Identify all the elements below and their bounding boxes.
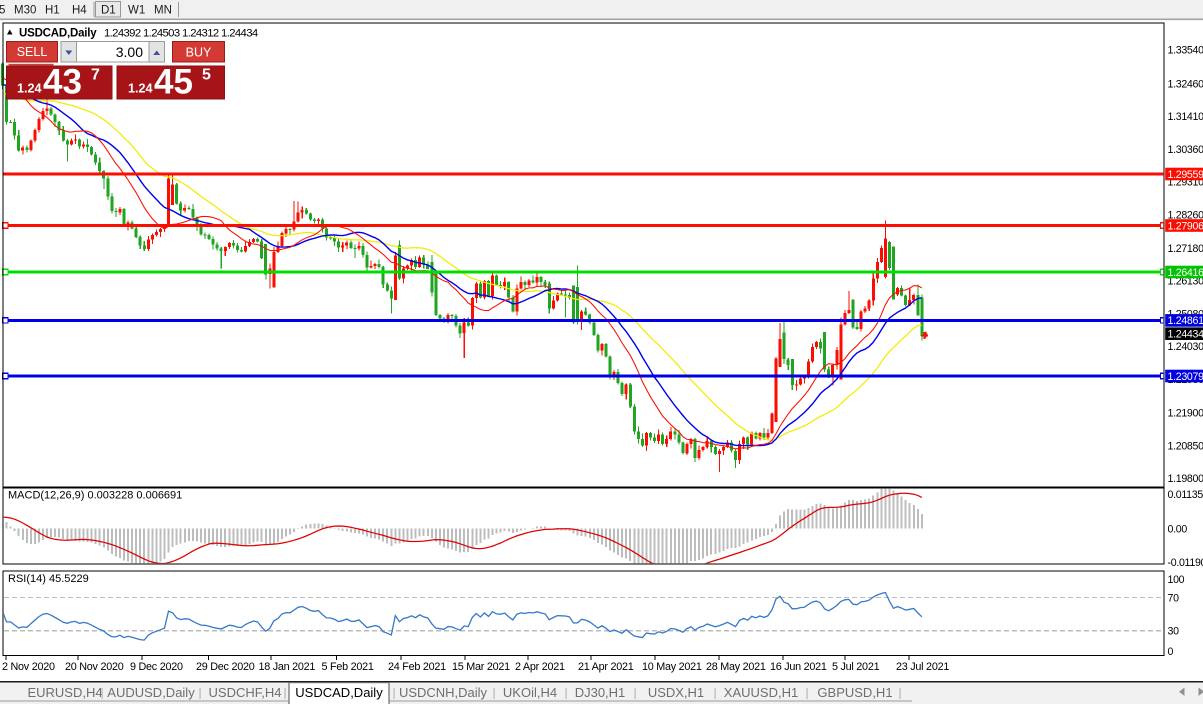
svg-text:5 Jul 2021: 5 Jul 2021 [832, 661, 880, 673]
svg-text:45: 45 [154, 63, 193, 102]
svg-text:MACD(12,26,9) 0.003228 0.00669: MACD(12,26,9) 0.003228 0.006691 [8, 490, 182, 502]
svg-text:21 Apr 2021: 21 Apr 2021 [578, 661, 634, 673]
svg-text:5: 5 [202, 67, 211, 84]
svg-text:1.28260: 1.28260 [1168, 209, 1203, 221]
svg-text:2 Apr 2021: 2 Apr 2021 [515, 661, 565, 673]
svg-text:24 Feb 2021: 24 Feb 2021 [388, 661, 446, 673]
svg-text:EURUSD,H4: EURUSD,H4 [27, 685, 102, 700]
svg-text:XAUUSD,H1: XAUUSD,H1 [724, 685, 798, 700]
svg-text:20 Nov 2020: 20 Nov 2020 [65, 661, 124, 673]
svg-text:|: | [283, 686, 286, 700]
svg-text:|: | [805, 686, 808, 700]
svg-text:1.26130: 1.26130 [1168, 276, 1203, 288]
svg-text:|: | [898, 686, 901, 700]
svg-text:10 May 2021: 10 May 2021 [642, 661, 702, 673]
svg-text:1.24: 1.24 [17, 82, 42, 96]
svg-text:29 Dec 2020: 29 Dec 2020 [196, 661, 255, 673]
svg-text:D1: D1 [101, 5, 116, 17]
svg-text:0: 0 [1168, 646, 1174, 658]
svg-text:H1: H1 [45, 5, 60, 17]
svg-text:15 Mar 2021: 15 Mar 2021 [452, 661, 510, 673]
svg-text:1.20850: 1.20850 [1168, 440, 1203, 452]
svg-text:1.29559: 1.29559 [1168, 169, 1203, 181]
svg-text:1.31410: 1.31410 [1168, 111, 1203, 123]
svg-text:USDCHF,H4: USDCHF,H4 [209, 685, 282, 700]
svg-text:1.30360: 1.30360 [1168, 144, 1203, 156]
svg-text:1.26416: 1.26416 [1168, 267, 1203, 279]
svg-text:MN: MN [154, 5, 172, 17]
svg-text:70: 70 [1168, 592, 1180, 604]
svg-text:16 Jun 2021: 16 Jun 2021 [770, 661, 827, 673]
svg-text:USDCNH,Daily: USDCNH,Daily [399, 685, 488, 700]
svg-text:18 Jan 2021: 18 Jan 2021 [259, 661, 316, 673]
svg-text:0.01135: 0.01135 [1168, 489, 1203, 501]
svg-text:1.32460: 1.32460 [1168, 78, 1203, 90]
svg-text:|: | [564, 686, 567, 700]
svg-text:1.24861: 1.24861 [1168, 315, 1203, 327]
svg-text:|: | [492, 686, 495, 700]
svg-text:43: 43 [43, 63, 82, 102]
svg-text:|: | [198, 686, 201, 700]
svg-text:0.00: 0.00 [1168, 523, 1188, 535]
svg-text:7: 7 [91, 67, 100, 84]
svg-text:5 Feb 2021: 5 Feb 2021 [322, 661, 374, 673]
svg-text:USDCAD,Daily: USDCAD,Daily [295, 685, 383, 700]
svg-text:1.24: 1.24 [128, 82, 153, 96]
svg-text:1.24392 1.24503 1.24312 1.2443: 1.24392 1.24503 1.24312 1.24434 [104, 28, 258, 40]
svg-text:3.00: 3.00 [116, 44, 143, 60]
svg-text:1.24030: 1.24030 [1168, 341, 1203, 353]
svg-text:23 Jul 2021: 23 Jul 2021 [896, 661, 949, 673]
svg-text:1.24434: 1.24434 [1168, 329, 1203, 341]
svg-text:1.33540: 1.33540 [1168, 45, 1203, 57]
svg-text:RSI(14) 45.5229: RSI(14) 45.5229 [8, 573, 89, 585]
svg-text:H4: H4 [72, 5, 87, 17]
svg-text:30: 30 [1168, 626, 1180, 638]
svg-text:USDCAD,Daily: USDCAD,Daily [19, 28, 97, 40]
svg-text:USDX,H1: USDX,H1 [648, 685, 704, 700]
svg-text:|: | [392, 686, 395, 700]
svg-text:BUY: BUY [186, 46, 212, 60]
svg-text:1.27906: 1.27906 [1168, 220, 1203, 232]
svg-text:1.21900: 1.21900 [1168, 408, 1203, 420]
svg-text:|: | [713, 686, 716, 700]
svg-text:-0.01190: -0.01190 [1168, 557, 1203, 569]
svg-text:AUDUSD,Daily: AUDUSD,Daily [107, 685, 195, 700]
svg-text:M30: M30 [14, 5, 36, 17]
svg-text:9 Dec 2020: 9 Dec 2020 [130, 661, 183, 673]
svg-text:5: 5 [0, 5, 5, 17]
svg-text:|: | [633, 686, 636, 700]
svg-text:1.27180: 1.27180 [1168, 243, 1203, 255]
svg-text:UKOil,H4: UKOil,H4 [503, 685, 557, 700]
svg-text:1.19800: 1.19800 [1168, 473, 1203, 485]
svg-text:|: | [100, 686, 103, 700]
svg-text:W1: W1 [128, 5, 145, 17]
svg-text:28 May 2021: 28 May 2021 [706, 661, 766, 673]
svg-text:2 Nov 2020: 2 Nov 2020 [2, 661, 55, 673]
svg-text:DJ30,H1: DJ30,H1 [575, 685, 626, 700]
svg-text:100: 100 [1168, 574, 1185, 586]
svg-text:1.23079: 1.23079 [1168, 371, 1203, 383]
svg-text:GBPUSD,H1: GBPUSD,H1 [817, 685, 892, 700]
svg-text:SELL: SELL [17, 45, 48, 59]
